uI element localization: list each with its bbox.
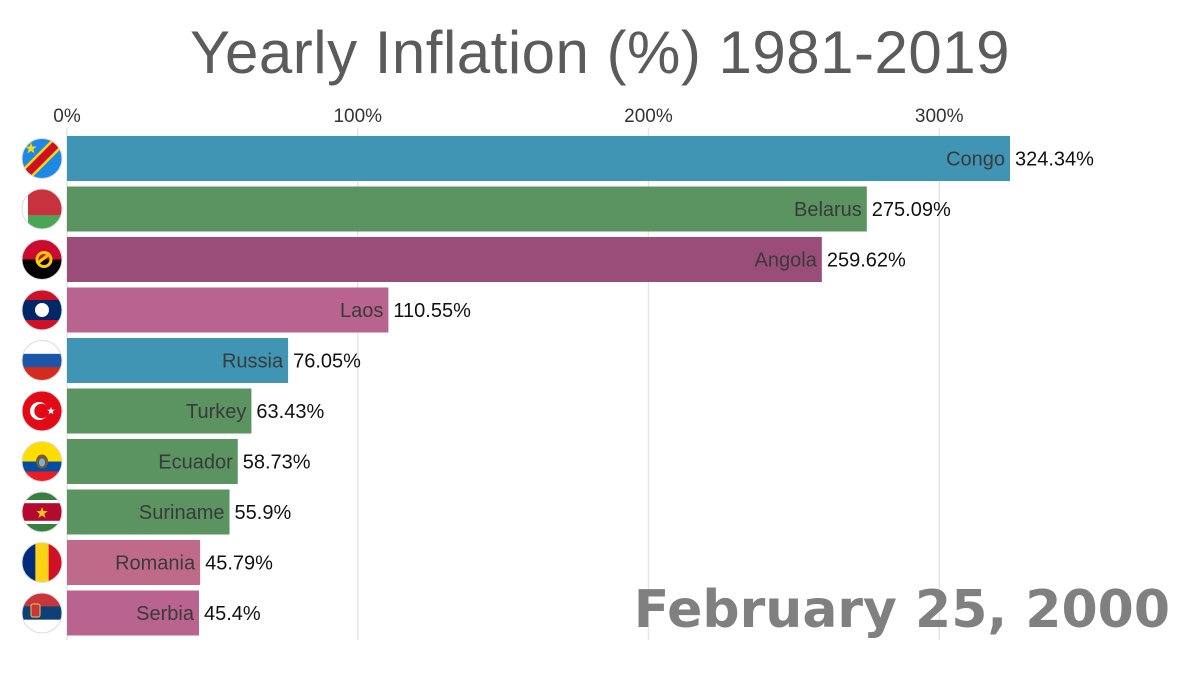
bar-value-label: 275.09%: [872, 199, 951, 221]
bar-category-label: Belarus: [794, 199, 862, 221]
bar: [67, 287, 389, 333]
x-tick-label: 300%: [915, 106, 964, 127]
bar: [67, 338, 289, 383]
bar-value-label: 58.73%: [243, 452, 311, 474]
bar-row: Serbia 45.4%: [67, 590, 261, 636]
congo-flag-icon: [21, 138, 63, 179]
bars: Congo 324.34% Belarus 275.09% Angola 259.62% L…: [67, 136, 1094, 636]
suriname-flag-icon: [21, 491, 63, 533]
angola-flag-icon: [21, 239, 63, 280]
bar-category-label: Laos: [340, 300, 383, 322]
bar-value-label: 324.34%: [1015, 149, 1094, 171]
date-label: February 25, 2000: [633, 580, 1170, 640]
bar-category-label: Angola: [755, 250, 818, 272]
bar: [67, 590, 199, 636]
bar-category-label: Romania: [115, 553, 196, 575]
bar-row: Russia 76.05%: [67, 338, 361, 383]
bar-category-label: Serbia: [136, 603, 195, 625]
chart-title: Yearly Inflation (%) 1981-2019: [190, 19, 1010, 86]
bar-category-label: Ecuador: [158, 452, 233, 474]
ecuador-flag-icon: [21, 441, 63, 482]
bar-category-label: Turkey: [186, 401, 246, 423]
bar: [67, 388, 252, 434]
bar: [67, 136, 1010, 181]
bar-row: Angola 259.62%: [67, 237, 906, 282]
bar-value-label: 45.79%: [205, 553, 273, 575]
x-tick-label: 200%: [624, 106, 673, 127]
x-axis-ticks: 0% 100% 200% 300%: [53, 106, 963, 127]
bar-value-label: 259.62%: [827, 250, 906, 272]
bar-row: Laos 110.55%: [67, 287, 471, 333]
bar-value-label: 45.4%: [204, 603, 261, 625]
bar-value-label: 55.9%: [235, 502, 292, 524]
laos-flag-icon: [21, 289, 63, 331]
bar-row: Belarus 275.09%: [67, 186, 951, 232]
bar: [67, 186, 867, 232]
x-tick-label: 100%: [333, 106, 382, 127]
bar-row: Ecuador 58.73%: [67, 439, 311, 484]
bar-value-label: 76.05%: [293, 351, 361, 373]
bar-row: Romania 45.79%: [67, 540, 273, 585]
bar: [67, 237, 822, 282]
bar: [67, 439, 238, 484]
bar-value-label: 110.55%: [393, 300, 471, 322]
bar-row: Congo 324.34%: [67, 136, 1094, 181]
romania-flag-icon: [21, 542, 63, 583]
turkey-flag-icon: [21, 390, 63, 432]
serbia-flag-icon: [21, 592, 63, 634]
bar: [67, 540, 201, 585]
bar-category-label: Russia: [222, 351, 284, 373]
bar-value-label: 63.43%: [256, 401, 324, 423]
belarus-flag-icon: [21, 188, 63, 230]
flags: [21, 138, 63, 634]
bar-row: Suriname 55.9%: [67, 489, 292, 535]
bar-row: Turkey 63.43%: [67, 388, 324, 434]
x-tick-label: 0%: [53, 106, 81, 127]
bar-category-label: Suriname: [139, 502, 225, 524]
russia-flag-icon: [21, 340, 63, 381]
bar-category-label: Congo: [946, 149, 1005, 171]
bar: [67, 489, 230, 535]
